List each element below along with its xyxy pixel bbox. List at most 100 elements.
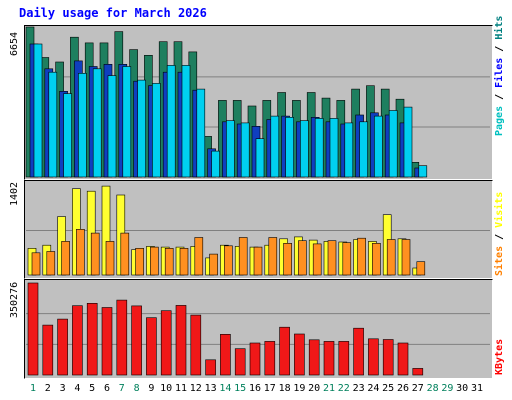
day-label-2: 2 xyxy=(44,383,51,394)
bar-sites-day-20 xyxy=(312,243,322,276)
bar-pages-day-25 xyxy=(388,110,398,178)
bar-sites-day-25 xyxy=(386,239,396,276)
bar-sites-day-13 xyxy=(209,253,218,276)
day-label-13: 13 xyxy=(204,383,217,394)
day-label-17: 17 xyxy=(263,383,276,394)
day-label-24: 24 xyxy=(367,383,380,394)
bar-pages-day-4 xyxy=(78,73,87,178)
bar-pages-day-26 xyxy=(403,106,413,178)
bar-pages-day-13 xyxy=(211,150,220,178)
bar-pages-day-3 xyxy=(63,93,72,178)
day-label-29: 29 xyxy=(441,383,454,394)
bar-kbytes-day-25 xyxy=(382,339,394,376)
bar-kbytes-day-20 xyxy=(308,339,320,376)
bar-sites-day-4 xyxy=(76,229,85,276)
bar-pages-day-20 xyxy=(314,118,324,178)
bar-kbytes-day-14 xyxy=(220,333,231,376)
day-label-16: 16 xyxy=(248,383,262,394)
day-label-10: 10 xyxy=(160,383,173,394)
bar-kbytes-day-23 xyxy=(353,327,364,376)
day-label-23: 23 xyxy=(352,383,365,394)
bar-sites-day-1 xyxy=(31,252,41,276)
bar-kbytes-day-4 xyxy=(72,305,83,376)
bar-pages-day-2 xyxy=(48,71,58,178)
bar-kbytes-day-3 xyxy=(57,318,68,376)
day-label-11: 11 xyxy=(174,383,188,394)
bar-pages-day-18 xyxy=(285,117,294,178)
day-label-8: 8 xyxy=(133,383,140,394)
bar-sites-day-6 xyxy=(105,241,115,276)
day-label-26: 26 xyxy=(396,383,410,394)
day-label-21: 21 xyxy=(322,383,336,394)
bar-pages-day-9 xyxy=(152,83,161,178)
bar-sites-day-14 xyxy=(224,245,233,276)
bar-pages-day-6 xyxy=(107,75,117,178)
bar-kbytes-day-19 xyxy=(294,333,305,376)
day-label-19: 19 xyxy=(293,383,306,394)
day-label-28: 28 xyxy=(426,383,439,394)
bar-kbytes-day-7 xyxy=(116,299,128,376)
bar-sites-day-15 xyxy=(238,237,248,276)
bar-sites-day-18 xyxy=(283,243,292,276)
chart-title: Daily usage for March 2026 xyxy=(19,6,207,20)
day-label-5: 5 xyxy=(89,383,96,394)
bar-sites-day-23 xyxy=(357,237,366,276)
bar-pages-day-1 xyxy=(33,43,43,178)
bar-kbytes-day-18 xyxy=(279,326,290,376)
bar-kbytes-day-2 xyxy=(42,324,54,376)
bar-kbytes-day-24 xyxy=(368,338,379,376)
bar-pages-day-8 xyxy=(137,79,146,178)
bar-sites-day-11 xyxy=(179,248,189,276)
bar-sites-day-5 xyxy=(90,232,100,276)
bar-sites-day-16 xyxy=(253,246,263,276)
bar-kbytes-day-27 xyxy=(412,368,424,376)
day-label-3: 3 xyxy=(59,383,66,394)
bar-pages-day-19 xyxy=(300,120,309,178)
day-label-9: 9 xyxy=(148,383,155,394)
day-label-18: 18 xyxy=(278,383,291,394)
day-label-6: 6 xyxy=(103,383,111,394)
bar-pages-day-22 xyxy=(344,122,354,178)
bar-kbytes-day-21 xyxy=(323,341,335,376)
bar-pages-day-11 xyxy=(181,65,191,178)
bar-sites-day-7 xyxy=(120,232,130,276)
bar-sites-day-2 xyxy=(46,251,56,276)
bar-sites-day-27 xyxy=(416,261,426,276)
bar-sites-day-10 xyxy=(164,248,174,276)
day-label-15: 15 xyxy=(234,383,247,394)
day-label-12: 12 xyxy=(189,383,202,394)
bar-kbytes-day-1 xyxy=(27,282,39,376)
bar-kbytes-day-11 xyxy=(175,305,187,376)
bar-kbytes-day-15 xyxy=(234,348,246,376)
day-label-30: 30 xyxy=(456,383,469,394)
day-label-25: 25 xyxy=(382,383,395,394)
day-label-27: 27 xyxy=(411,383,424,394)
day-label-7: 7 xyxy=(118,383,125,394)
day-label-14: 14 xyxy=(219,383,232,394)
bar-sites-day-22 xyxy=(342,242,352,276)
bar-kbytes-day-5 xyxy=(86,302,98,376)
bar-sites-day-9 xyxy=(150,246,159,276)
bar-kbytes-day-9 xyxy=(146,317,157,376)
day-label-22: 22 xyxy=(337,383,350,394)
bar-pages-day-16 xyxy=(255,138,265,178)
bar-sites-day-24 xyxy=(372,243,381,276)
bar-pages-day-17 xyxy=(270,115,280,178)
bar-kbytes-day-12 xyxy=(190,314,202,376)
bar-pages-day-10 xyxy=(166,65,176,178)
bar-pages-day-23 xyxy=(359,121,368,178)
bar-sites-day-19 xyxy=(298,240,307,276)
bar-kbytes-day-10 xyxy=(160,310,172,376)
bar-kbytes-day-26 xyxy=(397,342,409,376)
bar-sites-day-8 xyxy=(135,248,144,276)
bar-kbytes-day-17 xyxy=(264,341,276,376)
bar-pages-day-14 xyxy=(226,120,235,178)
bar-sites-day-12 xyxy=(194,237,204,276)
day-label-20: 20 xyxy=(308,383,321,394)
day-label-31: 31 xyxy=(470,383,484,394)
bar-sites-day-26 xyxy=(401,239,411,276)
bar-pages-day-7 xyxy=(122,66,132,178)
bar-kbytes-day-22 xyxy=(338,341,350,376)
